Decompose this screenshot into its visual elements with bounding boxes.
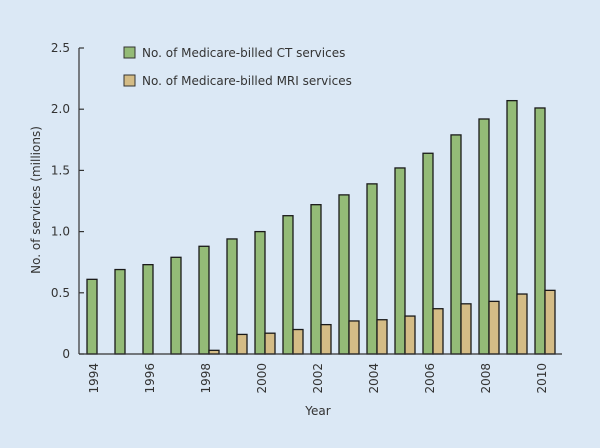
mri-bar-2008 xyxy=(488,300,500,355)
legend: No. of Medicare-billed CT services No. of… xyxy=(123,46,352,88)
ct-bar-1999 xyxy=(226,238,238,355)
mri-bar-2005 xyxy=(404,315,416,355)
ct-bar-1998 xyxy=(198,245,210,355)
y-tick-label: 0 xyxy=(62,347,70,361)
x-tick-label: 2010 xyxy=(535,363,549,394)
x-tick-label: 1996 xyxy=(143,363,157,394)
mri-bar-2002 xyxy=(320,323,332,355)
ct-bar-1996 xyxy=(142,263,154,355)
ct-bar-2010 xyxy=(534,107,546,355)
mri-bar-2000 xyxy=(264,332,276,355)
ct-bar-1995 xyxy=(114,268,126,355)
x-tick-label: 2002 xyxy=(311,363,325,394)
x-tick-label: 2000 xyxy=(255,363,269,394)
y-tick-label: 1.5 xyxy=(51,163,70,177)
mri-bar-2001 xyxy=(292,328,304,355)
ct-bar-2008 xyxy=(478,118,490,355)
x-tick-label: 2006 xyxy=(423,363,437,394)
legend-swatch-ct xyxy=(123,46,136,59)
ct-bar-2002 xyxy=(310,204,322,355)
legend-label-mri: No. of Medicare-billed MRI services xyxy=(142,74,352,88)
y-tick-label: 1.0 xyxy=(51,225,70,239)
mri-bar-2009 xyxy=(516,293,528,355)
ct-bar-1997 xyxy=(170,256,182,355)
ct-bar-2005 xyxy=(394,167,406,355)
x-tick-label: 1994 xyxy=(87,363,101,394)
y-tick-label: 2.0 xyxy=(51,102,70,116)
mri-bar-1999 xyxy=(236,333,248,355)
ct-bar-2000 xyxy=(254,230,266,355)
ct-bar-2006 xyxy=(422,152,434,355)
x-tick-label: 2004 xyxy=(367,363,381,394)
ct-bar-2007 xyxy=(450,134,462,355)
mri-bar-2006 xyxy=(432,308,444,355)
ct-bar-1994 xyxy=(86,278,98,355)
ct-bar-2004 xyxy=(366,183,378,355)
mri-bar-2007 xyxy=(460,303,472,355)
x-tick-label: 1998 xyxy=(199,363,213,394)
mri-bar-2010 xyxy=(544,289,556,355)
mri-bar-2004 xyxy=(376,319,388,355)
axes-group: 0 0.5 1.0 1.5 2.0 2.5 1994 1996 1998 2000 2002 2004… xyxy=(51,41,562,394)
y-axis-label: No. of services (millions) xyxy=(29,126,43,274)
ct-bar-2003 xyxy=(338,194,350,355)
y-tick-label: 2.5 xyxy=(51,41,70,55)
ct-bar-2001 xyxy=(282,215,294,355)
mri-bar-2003 xyxy=(348,320,360,355)
legend-swatch-mri xyxy=(123,74,136,87)
x-axis-label: Year xyxy=(304,404,330,418)
legend-label-ct: No. of Medicare-billed CT services xyxy=(142,46,345,60)
ct-bar-2009 xyxy=(506,99,518,355)
y-tick-label: 0.5 xyxy=(51,286,70,300)
x-tick-label: 2008 xyxy=(479,363,493,394)
